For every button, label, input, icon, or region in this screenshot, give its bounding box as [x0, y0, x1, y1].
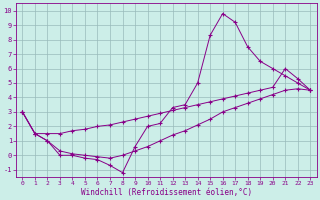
X-axis label: Windchill (Refroidissement éolien,°C): Windchill (Refroidissement éolien,°C)	[81, 188, 252, 197]
